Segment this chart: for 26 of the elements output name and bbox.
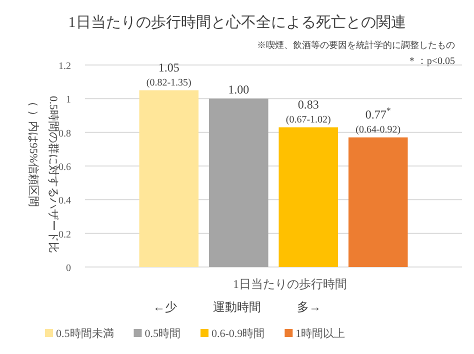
annotation: ＊：p<0.05 [406, 56, 455, 67]
legend-label: 0.5時間未満 [56, 327, 114, 340]
legend-item: 1時間以上 [284, 328, 346, 340]
legend-item: 0.5時間未満 [45, 328, 114, 340]
legend-item: 0.5時間 [134, 328, 180, 340]
y-tick-label: 0.6 [58, 162, 71, 173]
y-tick-label: 0.2 [58, 229, 71, 240]
y-tick-label: 0.8 [58, 128, 71, 140]
y-tick-label: 0 [66, 263, 71, 274]
data-label: 0.83 (0.67-1.02) [286, 97, 331, 126]
text: ※喫煙、飲酒等の要因を統計学的に調整したもの [257, 40, 455, 50]
y-tick-label: 0.4 [58, 196, 71, 207]
text: ←少 運動時間 多→ [153, 300, 321, 314]
x-axis-title: 1日当たりの歩行時間 [233, 277, 347, 291]
y-axis-title: 0.5時間の群に対するハザード比 [47, 96, 60, 253]
legend-item: 0.6-0.9時間 [200, 328, 265, 340]
legend-label: 0.6-0.9時間 [212, 327, 265, 340]
text: （ ）内は95%信頼区間 [27, 96, 40, 207]
legend-label: 1時間以上 [296, 327, 346, 340]
data-label: 1.00 [228, 82, 250, 97]
y-tick-label: 1.2 [58, 61, 71, 72]
y-tick-label: 1 [66, 94, 71, 106]
data-label: 0.77$^{*}$ (0.64-0.92) [356, 105, 401, 136]
legend-label: 0.5時間 [144, 327, 180, 340]
data-label: 1.05 (0.82-1.35) [146, 60, 192, 88]
chart-title: 1日当たりの歩行時間と心不全による死亡との関連 [68, 14, 406, 31]
